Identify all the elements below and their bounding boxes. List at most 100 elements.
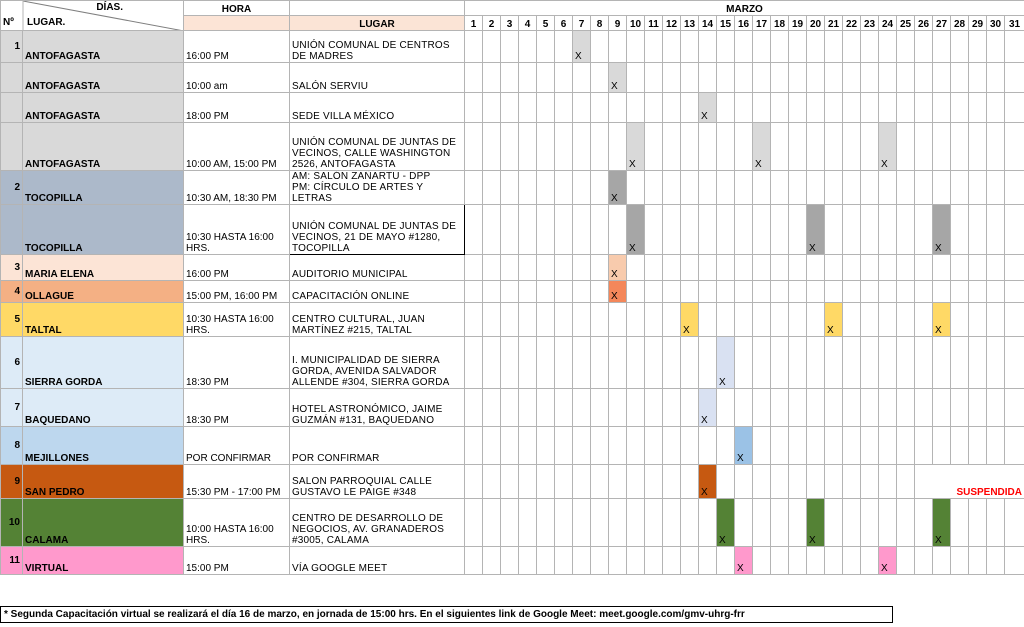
day-cell bbox=[788, 336, 807, 389]
day-cell bbox=[824, 546, 843, 575]
header-row-days: LUGAR 1 2 3 4 5 6 7 8 9 10 11 12 13 14 15 16 17 18 19 20 21 2… bbox=[1, 15, 1024, 31]
day-cell bbox=[1003, 92, 1024, 123]
day-cell bbox=[860, 464, 879, 499]
day-cell bbox=[698, 62, 717, 93]
day-cell bbox=[626, 388, 645, 427]
day-cell bbox=[482, 426, 501, 465]
mark-cell-day-9: X bbox=[608, 254, 627, 281]
day-cell bbox=[482, 546, 501, 575]
day-cell bbox=[896, 336, 915, 389]
day-cell bbox=[536, 498, 555, 547]
day-cell bbox=[770, 336, 789, 389]
day-cell bbox=[572, 204, 591, 255]
day-cell bbox=[608, 92, 627, 123]
day-cell bbox=[554, 336, 573, 389]
mark-cell-day-14: X bbox=[698, 464, 717, 499]
day-cell bbox=[968, 280, 987, 303]
day-cell bbox=[554, 122, 573, 171]
day-cell bbox=[896, 280, 915, 303]
day-header-17: 17 bbox=[752, 15, 771, 31]
day-cell bbox=[878, 302, 897, 337]
day-cell bbox=[806, 30, 825, 63]
row-number: 6 bbox=[0, 336, 23, 389]
day-cell bbox=[788, 30, 807, 63]
day-cell bbox=[950, 254, 969, 281]
day-cell bbox=[914, 254, 933, 281]
day-cell bbox=[752, 92, 771, 123]
day-cell bbox=[860, 426, 879, 465]
day-cell bbox=[788, 254, 807, 281]
day-cell bbox=[644, 204, 663, 255]
day-cell bbox=[968, 30, 987, 63]
day-cell bbox=[482, 204, 501, 255]
day-cell bbox=[770, 388, 789, 427]
day-cell bbox=[806, 170, 825, 205]
day-header-4: 4 bbox=[518, 15, 537, 31]
hora-cell: 10:30 AM, 18:30 PM bbox=[183, 170, 290, 205]
day-cell bbox=[860, 92, 879, 123]
day-cell bbox=[680, 498, 699, 547]
day-cell bbox=[896, 464, 915, 499]
day-cell bbox=[914, 498, 933, 547]
row-number: 3 bbox=[0, 254, 23, 281]
day-cell bbox=[752, 204, 771, 255]
day-cell bbox=[554, 170, 573, 205]
day-cell bbox=[968, 336, 987, 389]
day-cell bbox=[590, 254, 609, 281]
day-cell bbox=[608, 302, 627, 337]
day-cell bbox=[590, 546, 609, 575]
day-cell bbox=[608, 336, 627, 389]
hora-cell: 18:00 PM bbox=[183, 92, 290, 123]
day-cell bbox=[896, 122, 915, 171]
day-cell bbox=[572, 464, 591, 499]
day-cell bbox=[752, 302, 771, 337]
day-cell bbox=[860, 204, 879, 255]
day-cell bbox=[554, 30, 573, 63]
day-cell bbox=[626, 30, 645, 63]
day-cell bbox=[518, 30, 537, 63]
day-cell bbox=[932, 336, 951, 389]
day-cell bbox=[518, 62, 537, 93]
day-cell bbox=[482, 302, 501, 337]
day-cell bbox=[662, 170, 681, 205]
day-cell bbox=[752, 388, 771, 427]
day-cell bbox=[950, 204, 969, 255]
day-cell bbox=[842, 280, 861, 303]
day-cell bbox=[626, 498, 645, 547]
day-cell bbox=[698, 280, 717, 303]
day-header-8: 8 bbox=[590, 15, 609, 31]
day-cell bbox=[896, 388, 915, 427]
day-cell bbox=[662, 62, 681, 93]
day-header-14: 14 bbox=[698, 15, 717, 31]
day-cell bbox=[770, 280, 789, 303]
mark-cell-day-10: X bbox=[626, 122, 645, 171]
day-cell bbox=[950, 62, 969, 93]
day-cell bbox=[986, 388, 1005, 427]
day-cell bbox=[716, 30, 735, 63]
row-number: 2 bbox=[0, 170, 23, 205]
day-cell bbox=[986, 204, 1005, 255]
day-cell bbox=[878, 92, 897, 123]
day-cell bbox=[932, 170, 951, 205]
day-cell bbox=[914, 302, 933, 337]
mark-cell-day-16: X bbox=[734, 426, 753, 465]
row-number: 9 bbox=[0, 464, 23, 499]
place-cell: AUDITORIO MUNICIPAL bbox=[289, 254, 465, 281]
day-header-28: 28 bbox=[950, 15, 969, 31]
place-cell: AM: SALÓN ZAÑARTU - DPP PM: CÍRCULO DE A… bbox=[289, 170, 465, 205]
lugar-cell: MARIA ELENA bbox=[22, 254, 184, 281]
day-cell bbox=[932, 122, 951, 171]
day-header-7: 7 bbox=[572, 15, 591, 31]
day-cell bbox=[716, 122, 735, 171]
day-cell bbox=[968, 388, 987, 427]
day-cell bbox=[986, 30, 1005, 63]
day-cell bbox=[968, 122, 987, 171]
mark-cell-day-10: X bbox=[626, 204, 645, 255]
day-cell bbox=[518, 204, 537, 255]
day-header-5: 5 bbox=[536, 15, 555, 31]
day-cell bbox=[824, 388, 843, 427]
day-cell bbox=[536, 426, 555, 465]
day-cell bbox=[878, 280, 897, 303]
day-cell bbox=[464, 280, 483, 303]
day-cell bbox=[842, 204, 861, 255]
